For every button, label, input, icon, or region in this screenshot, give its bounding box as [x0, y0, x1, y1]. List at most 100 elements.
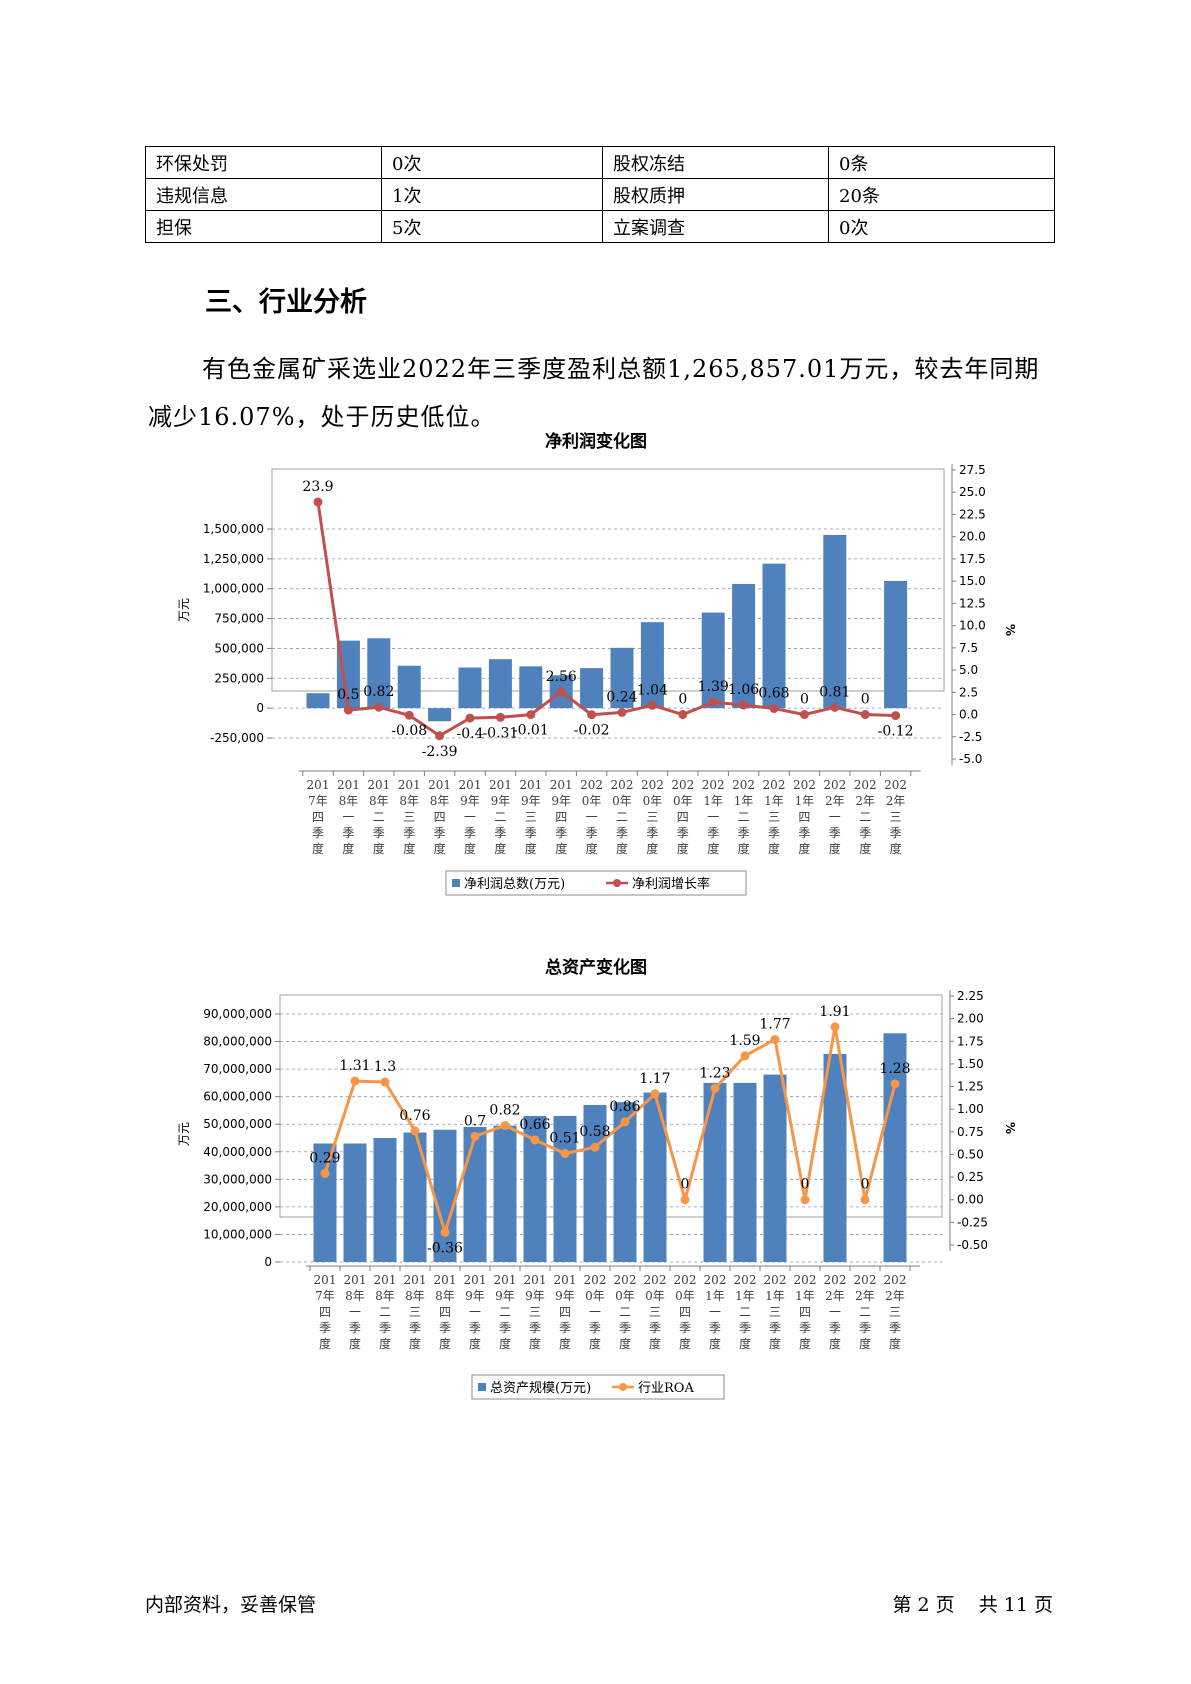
x-tick-label: 度: [707, 841, 719, 856]
bar: [640, 622, 664, 709]
risk-table-cell: 股权质押: [602, 178, 829, 211]
x-tick-label: 季: [529, 1321, 541, 1335]
x-tick-label: 二: [619, 1305, 631, 1319]
x-tick-label: 四: [439, 1305, 451, 1319]
data-label: 0: [861, 692, 870, 708]
x-tick-label: 季: [707, 826, 719, 840]
x-tick-label: 2年: [855, 1289, 875, 1303]
bar: [306, 693, 330, 709]
x-tick-label: 二: [499, 1305, 511, 1319]
x-tick-label: 二: [616, 810, 628, 824]
x-tick-label: 季: [464, 826, 476, 840]
x-tick-label: 8年: [430, 794, 450, 808]
footer-page-suffix: 页: [935, 1594, 955, 1616]
legend-bar-label: 总资产规模(万元): [490, 1381, 591, 1396]
x-tick-label: 度: [709, 1336, 721, 1351]
x-tick-label: 季: [373, 826, 385, 840]
x-tick-label: 度: [679, 1336, 691, 1351]
data-label: 0: [801, 1177, 810, 1193]
x-tick-label: 9年: [555, 1289, 575, 1303]
x-tick-label: 三: [646, 810, 658, 824]
line-point: [739, 700, 749, 710]
x-tick-label: 季: [403, 826, 415, 840]
x-tick-label: 202: [641, 778, 664, 792]
bar: [463, 1126, 487, 1262]
x-tick-label: 二: [373, 810, 385, 824]
x-tick-label: 季: [649, 1321, 661, 1335]
section-heading: 三、行业分析: [205, 287, 367, 318]
y2-tick-label: 0.75: [957, 1125, 984, 1139]
data-label: 1.06: [728, 682, 759, 698]
x-tick-label: 201: [428, 778, 451, 792]
data-label: 0.29: [309, 1150, 340, 1166]
y-tick-label: 60,000,000: [203, 1090, 272, 1104]
bar: [493, 1125, 517, 1262]
x-tick-label: 三: [769, 1305, 781, 1319]
y2-tick-label: 15.0: [959, 574, 986, 588]
risk-table-cell: 股权冻结: [602, 146, 829, 179]
line-point: [647, 700, 657, 710]
x-tick-label: 202: [614, 1273, 637, 1287]
x-tick-label: 度: [859, 1336, 871, 1351]
x-tick-label: 8年: [435, 1289, 455, 1303]
y-tick-label: 1,500,000: [203, 522, 264, 536]
x-tick-label: 一: [589, 1305, 601, 1319]
x-tick-label: 2年: [825, 1289, 845, 1303]
bar: [313, 1143, 337, 1262]
x-tick-label: 1年: [795, 794, 815, 808]
x-tick-label: 一: [349, 1305, 361, 1319]
x-tick-label: 202: [794, 1273, 817, 1287]
line-point: [770, 1034, 780, 1044]
x-tick-label: 一: [707, 810, 719, 824]
x-tick-label: 7年: [315, 1289, 335, 1303]
y-tick-label: 1,250,000: [203, 552, 264, 566]
bar: [397, 665, 421, 709]
x-tick-label: 202: [823, 778, 846, 792]
data-label: -0.02: [574, 723, 610, 739]
data-label: 0.82: [489, 1102, 520, 1118]
data-label: 2.56: [546, 669, 577, 685]
x-tick-label: 季: [859, 826, 871, 840]
x-tick-label: 四: [559, 1305, 571, 1319]
x-tick-label: 202: [824, 1273, 847, 1287]
x-tick-label: 季: [709, 1321, 721, 1335]
x-tick-label: 8年: [405, 1289, 425, 1303]
bar: [613, 1102, 637, 1262]
x-tick-label: 度: [494, 841, 506, 856]
y-tick-label: 40,000,000: [203, 1145, 272, 1159]
x-tick-label: 201: [434, 1273, 457, 1287]
data-label: 1.28: [879, 1061, 910, 1077]
y2-tick-label: 27.5: [959, 463, 986, 477]
x-tick-label: 季: [738, 826, 750, 840]
risk-table-cell: 担保: [145, 210, 382, 243]
bar: [733, 1082, 757, 1262]
y-tick-label: 750,000: [214, 612, 264, 626]
bar: [701, 612, 725, 709]
x-tick-label: 0年: [585, 1289, 605, 1303]
line-point: [404, 710, 414, 720]
data-label: 1.39: [698, 679, 729, 695]
x-tick-label: 202: [611, 778, 634, 792]
x-tick-label: 201: [367, 778, 390, 792]
y2-tick-label: 2.5: [959, 685, 978, 699]
y2-tick-label: 1.75: [957, 1034, 984, 1048]
line-point: [374, 702, 384, 712]
x-tick-label: 度: [769, 1336, 781, 1351]
risk-table-cell: 立案调查: [602, 210, 829, 243]
legend-bar-swatch: [452, 879, 460, 887]
x-tick-label: 201: [550, 778, 573, 792]
data-label: 23.9: [302, 479, 333, 495]
x-tick-label: 202: [702, 778, 725, 792]
y2-tick-label: 1.50: [957, 1057, 984, 1071]
risk-table-cell: 违规信息: [145, 178, 382, 211]
x-tick-label: 一: [829, 810, 841, 824]
y2-axis-label: %: [1003, 624, 1017, 636]
x-tick-label: 度: [379, 1336, 391, 1351]
data-label: 0.24: [606, 689, 637, 705]
x-tick-label: 度: [403, 841, 415, 856]
footer-total-suffix: 页: [1033, 1594, 1053, 1616]
data-label: 1.04: [637, 682, 668, 698]
line-point: [435, 731, 445, 741]
risk-table-cell: 5次: [381, 210, 603, 243]
y2-tick-label: 1.25: [957, 1080, 984, 1094]
